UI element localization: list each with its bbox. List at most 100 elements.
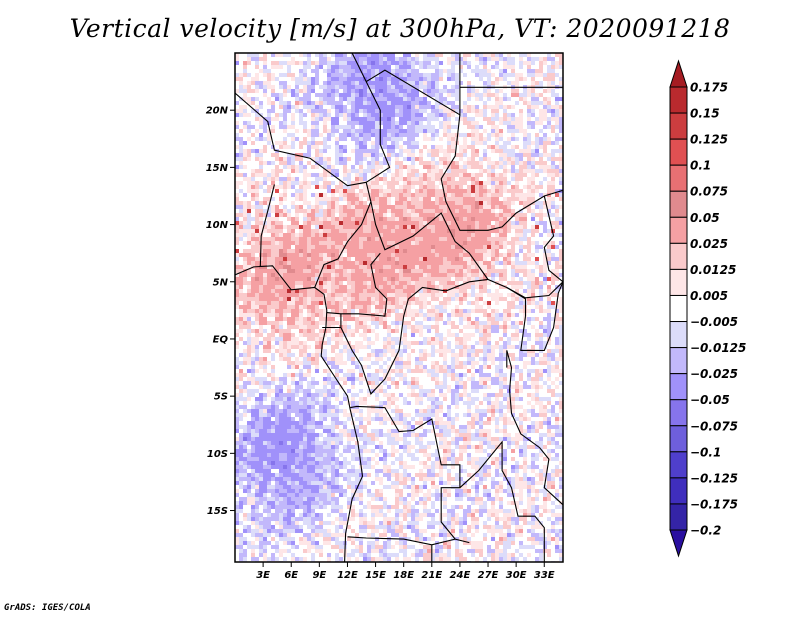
field-cell	[387, 233, 391, 237]
field-cell	[331, 209, 335, 213]
field-cell	[299, 229, 303, 233]
field-cell	[399, 157, 403, 161]
field-cell	[339, 209, 343, 213]
field-cell	[479, 133, 483, 137]
field-cell	[367, 109, 371, 113]
field-cell	[331, 277, 335, 281]
field-cell	[491, 125, 495, 129]
field-cell	[275, 217, 279, 221]
field-cell	[335, 81, 339, 85]
field-cell	[243, 61, 247, 65]
field-cell	[475, 289, 479, 293]
field-cell	[547, 129, 551, 133]
field-cell	[235, 257, 239, 261]
field-cell	[327, 177, 331, 181]
field-cell	[395, 153, 399, 157]
field-cell	[363, 81, 367, 85]
field-cell	[363, 137, 367, 141]
field-cell	[343, 189, 347, 193]
field-cell	[363, 157, 367, 161]
field-cell	[375, 253, 379, 257]
field-cell	[295, 289, 299, 293]
field-cell	[447, 245, 451, 249]
field-cell	[359, 293, 363, 297]
field-cell	[495, 101, 499, 105]
field-cell	[319, 257, 323, 261]
field-cell	[459, 193, 463, 197]
field-cell	[311, 165, 315, 169]
field-cell	[307, 169, 311, 173]
field-cell	[355, 153, 359, 157]
field-cell	[511, 241, 515, 245]
field-cell	[243, 117, 247, 121]
field-cell	[367, 149, 371, 153]
field-cell	[547, 97, 551, 101]
field-cell	[507, 137, 511, 141]
field-cell	[519, 253, 523, 257]
field-cell	[423, 113, 427, 117]
field-cell	[367, 245, 371, 249]
field-cell	[375, 285, 379, 289]
field-cell	[339, 73, 343, 77]
field-cell	[531, 217, 535, 221]
field-cell	[239, 253, 243, 257]
field-cell	[291, 153, 295, 157]
field-cell	[255, 213, 259, 217]
field-cell	[351, 269, 355, 273]
field-cell	[291, 213, 295, 217]
field-cell	[483, 89, 487, 93]
field-cell	[323, 65, 327, 69]
field-cell	[351, 77, 355, 81]
field-cell	[311, 209, 315, 213]
field-cell	[539, 257, 543, 261]
field-cell	[347, 273, 351, 277]
field-cell	[319, 249, 323, 253]
field-cell	[551, 261, 555, 265]
field-cell	[383, 141, 387, 145]
field-cell	[463, 221, 467, 225]
field-cell	[503, 133, 507, 137]
field-cell	[387, 289, 391, 293]
field-cell	[283, 217, 287, 221]
field-cell	[399, 77, 403, 81]
field-cell	[287, 249, 291, 253]
field-cell	[327, 133, 331, 137]
field-cell	[471, 109, 475, 113]
field-cell	[527, 193, 531, 197]
field-cell	[343, 113, 347, 117]
field-cell	[243, 261, 247, 265]
field-cell	[335, 149, 339, 153]
field-cell	[295, 277, 299, 281]
field-cell	[547, 145, 551, 149]
field-cell	[535, 277, 539, 281]
field-cell	[339, 201, 343, 205]
field-cell	[495, 197, 499, 201]
field-cell	[275, 289, 279, 293]
field-cell	[247, 249, 251, 253]
field-cell	[555, 209, 559, 213]
field-cell	[395, 69, 399, 73]
field-cell	[307, 129, 311, 133]
field-cell	[243, 73, 247, 77]
field-cell	[363, 161, 367, 165]
field-cell	[543, 285, 547, 289]
field-cell	[471, 165, 475, 169]
field-cell	[367, 189, 371, 193]
field-cell	[511, 77, 515, 81]
field-cell	[283, 269, 287, 273]
field-cell	[479, 269, 483, 273]
field-cell	[471, 273, 475, 277]
field-cell	[267, 249, 271, 253]
field-cell	[495, 109, 499, 113]
field-cell	[351, 153, 355, 157]
field-cell	[283, 205, 287, 209]
field-cell	[263, 129, 267, 133]
field-cell	[407, 177, 411, 181]
field-cell	[495, 237, 499, 241]
field-cell	[419, 149, 423, 153]
field-cell	[299, 277, 303, 281]
field-cell	[295, 269, 299, 273]
field-cell	[447, 293, 451, 297]
field-cell	[491, 285, 495, 289]
field-cell	[479, 185, 483, 189]
